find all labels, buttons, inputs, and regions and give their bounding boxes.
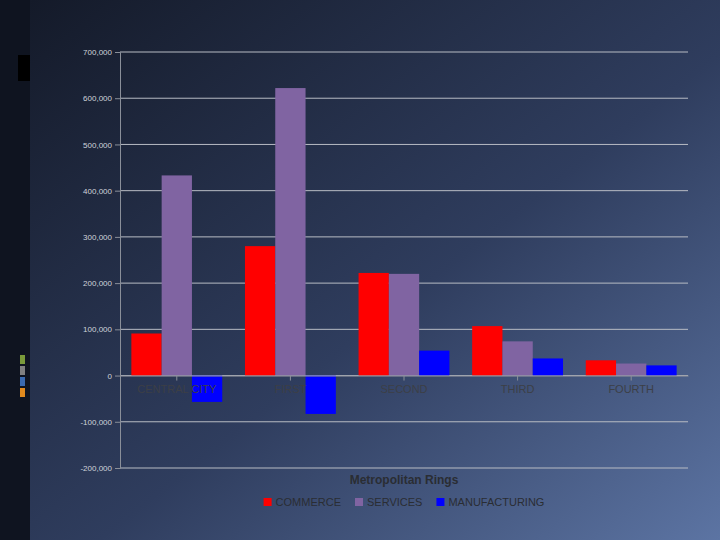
tick: 100,000 [83,325,120,334]
decoration [20,355,25,364]
decoration [20,377,25,386]
grid-line [120,421,688,422]
tick-label: FOURTH [608,383,654,395]
tick: FOURTH [608,376,654,396]
x-axis: CENTRAL CITY FIRST SECOND THIRD FOURTH [121,376,689,396]
tick-label: 300,000 [83,233,112,242]
legend-item: SERVICES [355,496,422,508]
axis-line [115,53,121,469]
tick: 200,000 [83,279,120,288]
tick-mark [115,191,120,192]
tick: 400,000 [83,187,120,196]
tick-mark [115,422,120,423]
tick-mark [176,376,177,381]
legend-label: MANUFACTURING [448,496,544,508]
grid [120,52,688,468]
grid-line [120,144,688,145]
bar [162,175,192,375]
tick: 500,000 [83,141,120,150]
tick-label: 600,000 [83,94,112,103]
tick-mark [631,376,632,381]
y-axis: -200,000 -100,000 0 100,000 200,000 300,000 40… [80,48,120,473]
tick: 300,000 [83,233,120,242]
bars [131,88,676,414]
tick: CENTRAL CITY [137,376,217,396]
grid-line [120,236,688,237]
legend-swatch [436,498,444,506]
tick-mark [115,468,120,469]
bar [616,364,646,376]
tick-mark [517,376,518,381]
legend-label: COMMERCE [276,496,341,508]
tick-mark [404,376,405,381]
grid-line [120,52,688,53]
tick-label: 0 [108,372,113,381]
tick-label: THIRD [501,383,535,395]
bar [419,351,449,376]
tick-mark [115,52,120,53]
tick-mark [115,283,120,284]
bar [359,273,389,376]
bar [533,358,563,375]
decoration [20,366,25,375]
tick-mark [290,376,291,381]
tick-label: 500,000 [83,141,112,150]
tick-label: 400,000 [83,187,112,196]
legend-item: MANUFACTURING [436,496,544,508]
tick: FIRST [275,376,307,396]
tick: 600,000 [83,94,120,103]
grid-line [120,468,688,469]
legend-swatch [264,498,272,506]
tick-label: 200,000 [83,279,112,288]
legend-label: SERVICES [367,496,422,508]
bar [275,88,305,376]
background [0,0,720,540]
grid-line [120,98,688,99]
decoration [20,388,25,397]
tick-label: -200,000 [80,464,112,473]
tick-label: FIRST [275,383,307,395]
tick: -100,000 [80,418,120,427]
bar [131,333,161,375]
bar [245,246,275,375]
bar [306,376,336,414]
tick-label: 700,000 [83,48,112,57]
tick: 0 [108,372,120,381]
tick-label: -100,000 [80,418,112,427]
tick-mark [115,237,120,238]
bar [502,341,532,375]
tick-label: SECOND [380,383,427,395]
legend-item: COMMERCE [264,496,341,508]
legend: COMMERCE SERVICES MANUFACTURING [264,496,545,508]
tick-mark [115,329,120,330]
tick: -200,000 [80,464,120,473]
legend-swatch [355,498,363,506]
bar [646,365,676,375]
tick: THIRD [501,376,535,396]
tick-mark [115,144,120,145]
chart: -200,000 -100,000 0 100,000 200,000 300,000 40… [0,0,720,540]
tick-mark [115,376,120,377]
axis-title: Metropolitan Rings [350,473,459,487]
bar [472,326,502,375]
grid-line [120,190,688,191]
bar [389,274,419,376]
tick: SECOND [380,376,427,396]
bar [586,360,616,375]
decoration [18,55,30,81]
tick-label: CENTRAL CITY [137,383,217,395]
tick-label: 100,000 [83,325,112,334]
tick-mark [115,98,120,99]
tick: 700,000 [83,48,120,57]
panel [30,0,720,540]
